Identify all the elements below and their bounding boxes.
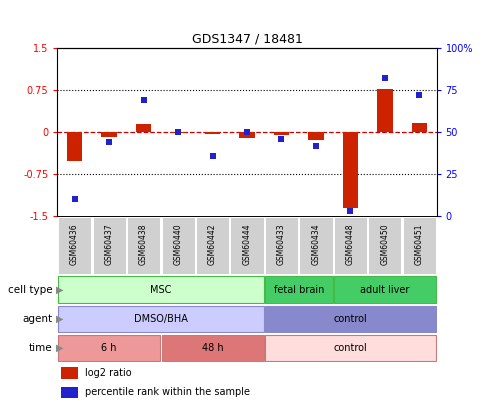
Point [209,153,217,159]
Point [277,136,285,142]
Bar [127,217,160,274]
Text: agent: agent [22,314,52,324]
Text: 48 h: 48 h [202,343,224,353]
Bar [368,217,402,274]
Text: DMSO/BHA: DMSO/BHA [134,314,188,324]
Text: log2 ratio: log2 ratio [85,368,131,378]
Bar [61,367,78,379]
Bar [67,132,82,161]
Bar [403,217,436,274]
Bar [334,277,436,303]
Text: GSM60444: GSM60444 [243,224,251,265]
Bar [265,335,436,361]
Point [243,129,251,135]
Text: GSM60450: GSM60450 [380,224,389,265]
Bar [265,306,436,332]
Bar [265,217,298,274]
Bar [377,89,393,132]
Bar [58,217,91,274]
Text: control: control [333,343,367,353]
Text: adult liver: adult liver [360,285,410,294]
Point [140,97,148,104]
Bar [58,306,263,332]
Bar [343,132,358,208]
Point [105,139,113,145]
Text: MSC: MSC [150,285,172,294]
Text: GSM60436: GSM60436 [70,224,79,265]
Text: GSM60440: GSM60440 [174,224,183,265]
Bar [101,132,117,137]
Text: fetal brain: fetal brain [273,285,324,294]
Bar [162,335,263,361]
Bar [58,277,263,303]
Text: time: time [29,343,52,353]
Point [174,129,182,135]
Bar [205,132,220,134]
Text: percentile rank within the sample: percentile rank within the sample [85,388,250,397]
Point [381,75,389,82]
Bar [170,132,186,133]
Text: GSM60437: GSM60437 [105,224,114,265]
Bar [61,387,78,398]
Text: ▶: ▶ [56,343,64,353]
Bar [136,124,151,132]
Point [346,208,354,215]
Bar [239,132,255,138]
Text: GSM60433: GSM60433 [277,224,286,265]
Bar [412,123,427,132]
Bar [334,217,367,274]
Bar [92,217,126,274]
Bar [308,132,324,139]
Text: 6 h: 6 h [101,343,117,353]
Bar [162,217,195,274]
Point [71,196,79,203]
Point [415,92,423,98]
Text: control: control [333,314,367,324]
Bar [58,335,160,361]
Text: GSM60442: GSM60442 [208,224,217,265]
Text: ▶: ▶ [56,285,64,294]
Title: GDS1347 / 18481: GDS1347 / 18481 [192,33,302,46]
Text: ▶: ▶ [56,314,64,324]
Text: cell type: cell type [8,285,52,294]
Bar [299,217,332,274]
Point [312,143,320,149]
Bar [265,277,332,303]
Text: GSM60434: GSM60434 [311,224,320,265]
Bar [274,132,289,135]
Text: GSM60451: GSM60451 [415,224,424,265]
Text: GSM60448: GSM60448 [346,224,355,265]
Bar [196,217,229,274]
Text: GSM60438: GSM60438 [139,224,148,265]
Bar [231,217,263,274]
